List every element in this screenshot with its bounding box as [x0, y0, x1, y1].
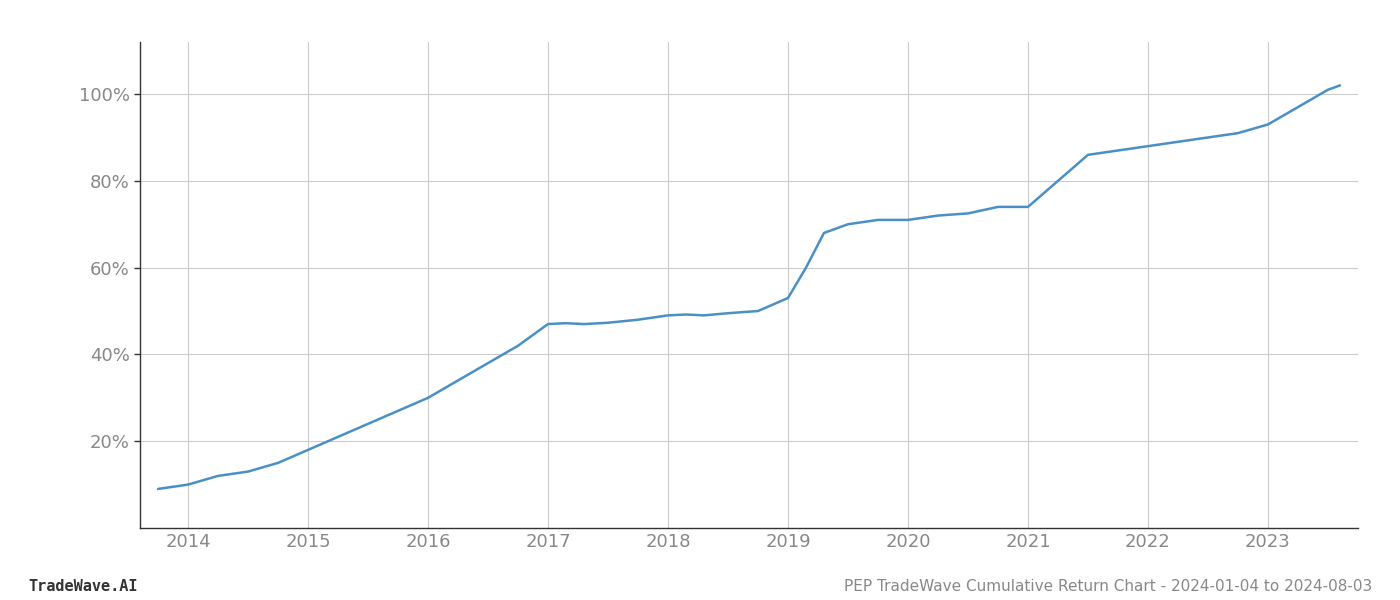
Text: TradeWave.AI: TradeWave.AI — [28, 579, 137, 594]
Text: PEP TradeWave Cumulative Return Chart - 2024-01-04 to 2024-08-03: PEP TradeWave Cumulative Return Chart - … — [844, 579, 1372, 594]
